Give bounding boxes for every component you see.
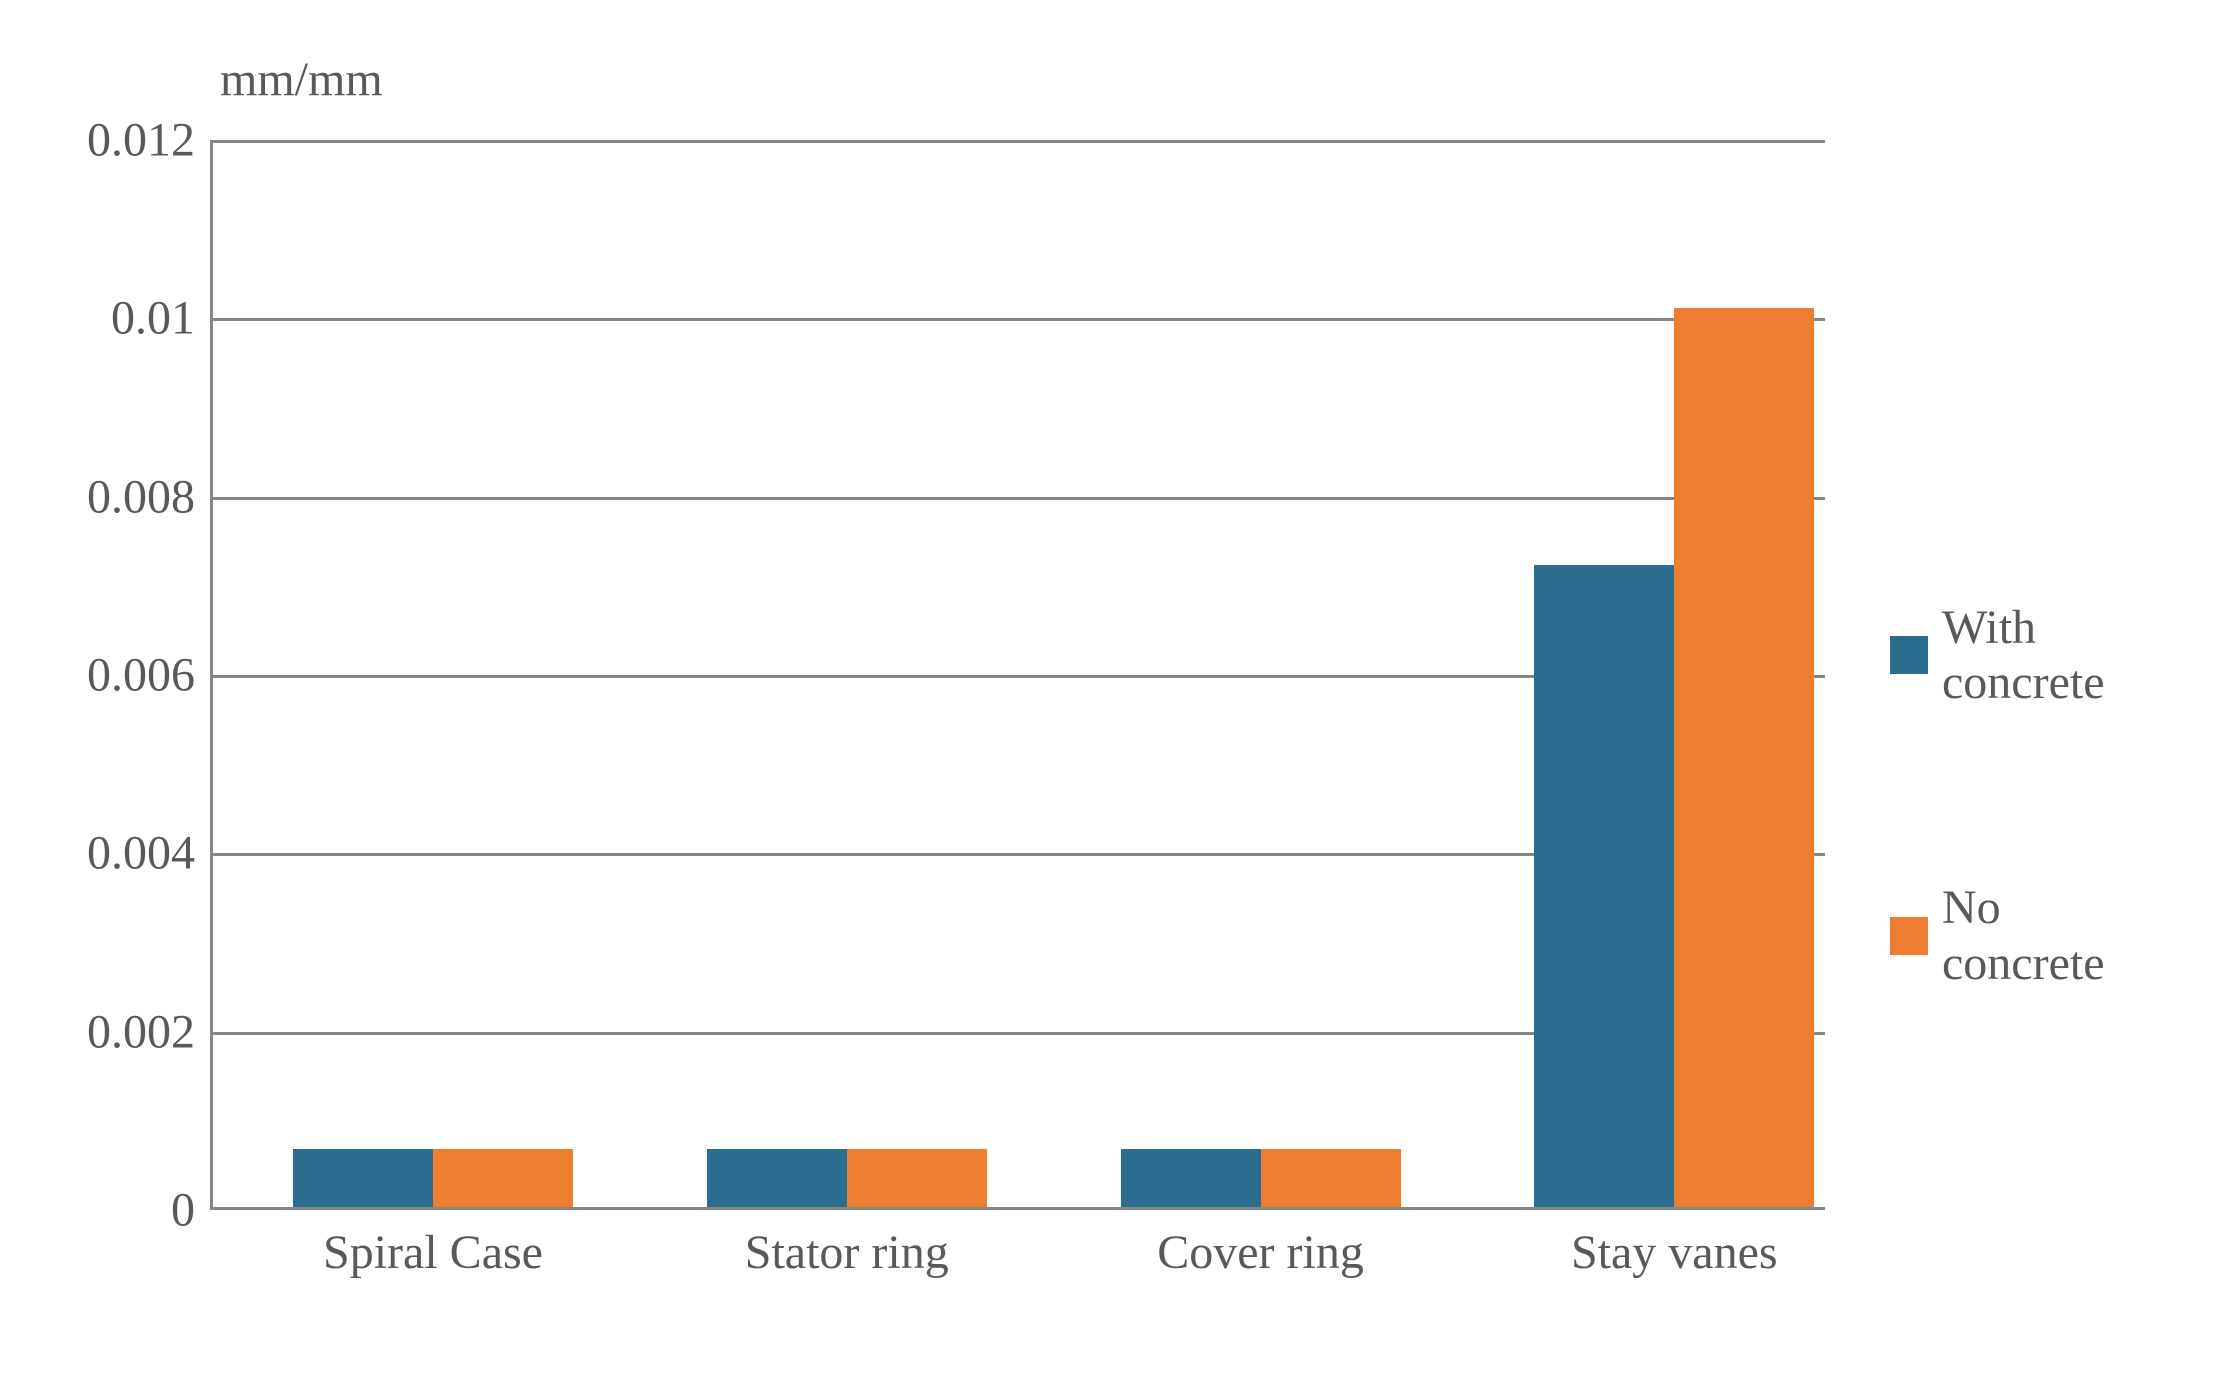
x-tick-label: Cover ring (1157, 1207, 1364, 1280)
bar (1534, 565, 1674, 1207)
plot-area: 00.0020.0040.0060.0080.010.012Spiral Cas… (210, 140, 1825, 1210)
y-tick-label: 0.008 (87, 469, 213, 524)
gridline (213, 318, 1825, 321)
bar (847, 1149, 987, 1207)
x-tick-label: Stator ring (745, 1207, 949, 1280)
gridline (213, 497, 1825, 500)
y-axis-title: mm/mm (220, 52, 383, 107)
x-tick-label: Stay vanes (1571, 1207, 1778, 1280)
legend-swatch (1890, 636, 1928, 674)
legend-item: Withconcrete (1890, 600, 2105, 710)
legend-label: Withconcrete (1942, 600, 2105, 710)
gridline (213, 140, 1825, 143)
y-tick-label: 0.006 (87, 648, 213, 703)
bar (1121, 1149, 1261, 1207)
y-tick-label: 0.004 (87, 826, 213, 881)
bar (1674, 308, 1814, 1207)
y-tick-label: 0.002 (87, 1004, 213, 1059)
legend-label: Noconcrete (1942, 880, 2105, 990)
bar (1261, 1149, 1401, 1207)
bar (293, 1149, 433, 1207)
bar (707, 1149, 847, 1207)
legend-swatch (1890, 917, 1928, 955)
chart-container: mm/mm 00.0020.0040.0060.0080.010.012Spir… (20, 20, 2230, 1362)
y-tick-label: 0.012 (87, 113, 213, 168)
y-tick-label: 0 (171, 1183, 213, 1238)
y-tick-label: 0.01 (111, 291, 213, 346)
bar (433, 1149, 573, 1207)
x-tick-label: Spiral Case (323, 1207, 543, 1280)
legend-item: Noconcrete (1890, 880, 2105, 990)
legend: Withconcrete Noconcrete (1890, 600, 2105, 1161)
